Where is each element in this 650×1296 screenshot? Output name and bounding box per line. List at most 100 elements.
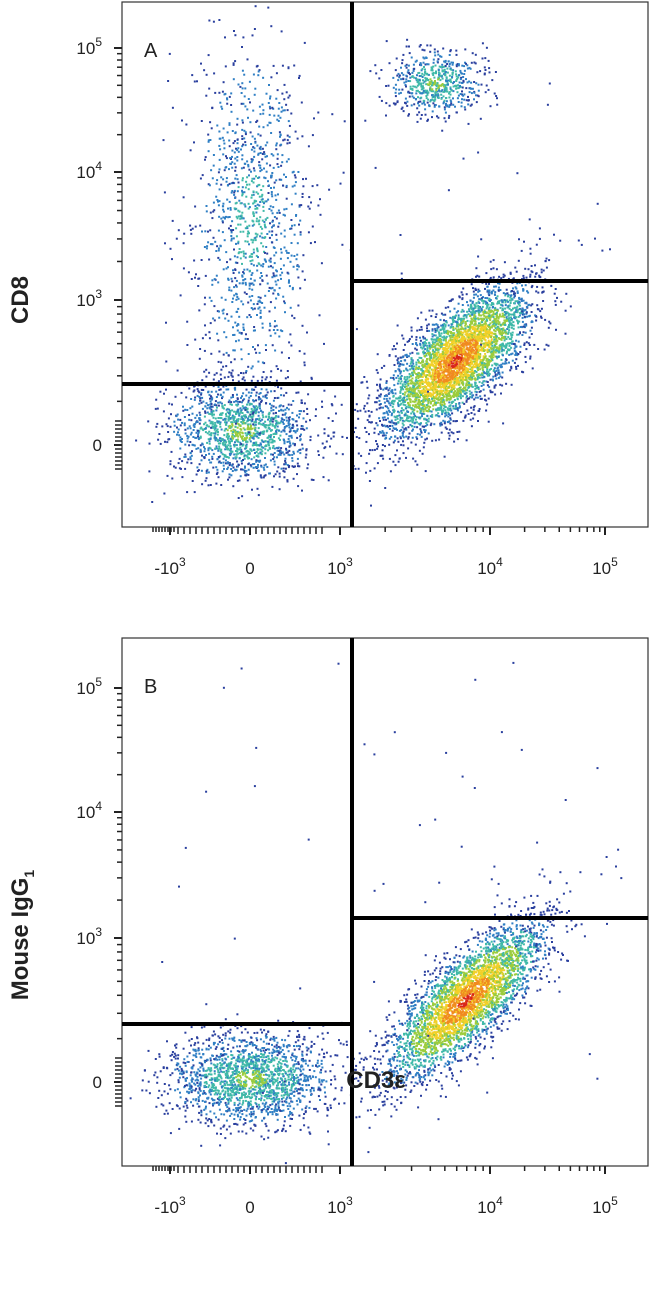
event-dot <box>406 382 409 385</box>
event-dot <box>222 81 225 84</box>
event-dot <box>148 470 151 473</box>
event-dot <box>225 155 227 158</box>
event-dot <box>448 63 451 65</box>
event-dot <box>261 302 264 304</box>
event-dot <box>246 403 248 406</box>
event-dot <box>434 93 437 96</box>
event-dot <box>400 66 402 69</box>
event-dot <box>241 275 244 278</box>
event-dot <box>391 412 393 415</box>
event-dot <box>241 145 244 148</box>
event-dot <box>251 444 254 447</box>
event-dot <box>236 261 239 264</box>
event-dot <box>322 476 325 479</box>
event-dot <box>485 335 487 338</box>
event-dot <box>251 420 254 422</box>
event-dot <box>243 419 246 422</box>
event-dot <box>260 388 263 391</box>
event-dot <box>399 435 402 438</box>
event-dot <box>253 93 256 96</box>
event-dot <box>181 421 183 424</box>
event-dot <box>193 80 196 83</box>
event-dot <box>458 392 461 395</box>
event-dot <box>244 256 247 259</box>
event-dot <box>540 315 542 318</box>
event-dot <box>248 427 251 430</box>
event-dot <box>208 87 211 90</box>
event-dot <box>260 168 263 171</box>
event-dot <box>346 436 348 439</box>
event-dot <box>468 91 471 94</box>
event-dot <box>458 346 461 348</box>
event-dot <box>201 174 204 177</box>
event-dot <box>455 85 458 88</box>
event-dot <box>268 236 271 239</box>
event-dot <box>398 76 401 79</box>
event-dot <box>297 485 300 488</box>
event-dot <box>221 442 224 445</box>
event-dot <box>219 442 222 445</box>
event-dot <box>454 348 457 351</box>
event-dot <box>385 114 387 117</box>
event-dot <box>195 473 198 476</box>
event-dot <box>257 463 259 466</box>
event-dot <box>273 254 276 257</box>
event-dot <box>455 420 458 422</box>
event-dot <box>283 109 286 112</box>
event-dot <box>487 309 490 312</box>
event-dot <box>289 306 292 309</box>
event-dot <box>449 79 452 82</box>
event-dot <box>521 307 524 310</box>
event-dot <box>216 332 219 335</box>
event-dot <box>307 145 310 148</box>
event-dot <box>217 476 220 479</box>
event-dot <box>435 85 438 88</box>
event-dot <box>465 400 468 403</box>
event-dot <box>251 365 254 368</box>
event-dot <box>553 292 556 295</box>
event-dot <box>499 306 502 309</box>
event-dot <box>473 98 475 101</box>
event-dot <box>244 465 246 468</box>
event-dot <box>452 61 454 64</box>
event-dot <box>208 440 211 443</box>
event-dot <box>233 453 236 456</box>
event-dot <box>427 78 430 81</box>
event-dot <box>416 463 419 466</box>
event-dot <box>244 227 247 230</box>
event-dot <box>264 440 267 443</box>
event-dot <box>202 429 205 432</box>
event-dot <box>259 442 262 445</box>
event-dot <box>247 473 250 476</box>
event-dot <box>451 395 454 398</box>
event-dot <box>436 82 439 85</box>
event-dot <box>241 415 244 418</box>
event-dot <box>482 325 485 328</box>
event-dot <box>425 406 428 409</box>
event-dot <box>270 441 273 444</box>
event-dot <box>191 227 194 230</box>
event-dot <box>296 462 299 465</box>
event-dot <box>488 313 491 316</box>
event-dot <box>189 224 192 227</box>
event-dot <box>457 64 460 67</box>
event-dot <box>402 369 405 372</box>
event-dot <box>445 86 448 89</box>
event-dot <box>290 403 293 406</box>
event-dot <box>260 272 263 274</box>
event-dot <box>248 232 250 235</box>
event-dot <box>242 303 245 306</box>
event-dot <box>266 233 269 235</box>
event-dot <box>258 263 261 266</box>
event-dot <box>222 308 225 311</box>
event-dot <box>235 400 237 403</box>
event-dot <box>237 323 240 326</box>
event-dot <box>442 348 445 351</box>
event-dot <box>248 402 251 405</box>
event-dot <box>482 302 485 305</box>
event-dot <box>274 473 277 476</box>
event-dot <box>248 174 250 177</box>
event-dot <box>241 378 244 381</box>
event-dot <box>267 424 270 427</box>
event-dot <box>528 314 531 317</box>
